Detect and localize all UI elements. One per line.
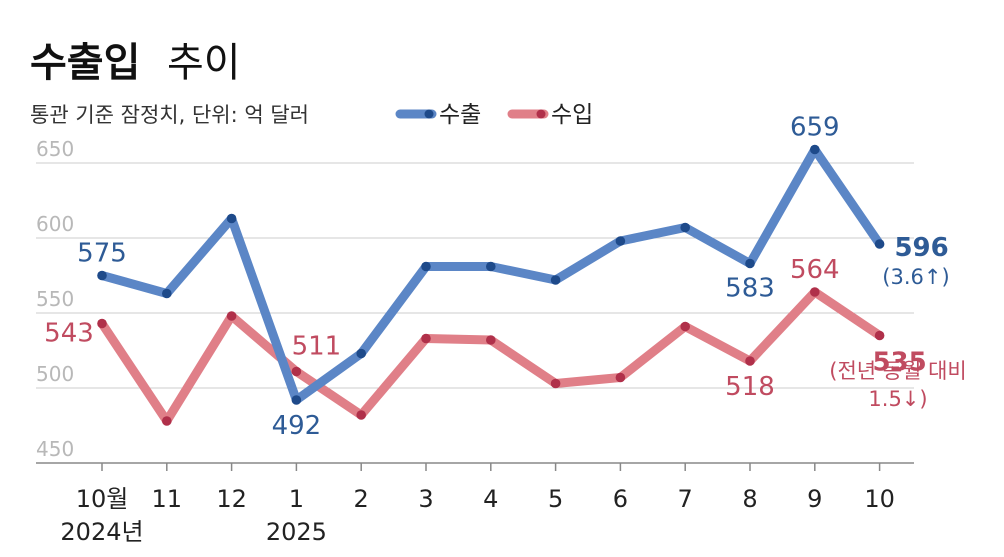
x-tick-sublabel-0: 2024년 <box>60 518 143 546</box>
point-imports-8 <box>615 372 626 383</box>
x-tick-label-6: 4 <box>483 485 498 513</box>
x-tick-label-12: 10 <box>864 485 895 513</box>
data-label-exports-12: 596 <box>894 233 948 263</box>
legend: 수출 수입 <box>395 102 593 128</box>
point-imports-5 <box>421 333 431 344</box>
y-tick-label-600: 600 <box>36 212 74 236</box>
point-exports-7 <box>550 275 561 285</box>
data-label-imports-0: 543 <box>44 319 94 349</box>
x-tick-label-5: 3 <box>418 485 433 513</box>
legend-exports-label: 수출 <box>439 102 481 128</box>
point-exports-11 <box>810 144 820 155</box>
chart-title-light: 추이 <box>167 40 241 86</box>
legend-imports-dot <box>536 109 546 119</box>
point-exports-3 <box>291 395 302 405</box>
x-tick-label-9: 7 <box>678 485 693 513</box>
import-change-annotation-line2: 1.5↓) <box>868 387 927 411</box>
point-imports-0 <box>97 318 107 329</box>
chart-title-bold: 수출입 <box>30 40 140 86</box>
x-tick-label-1: 11 <box>152 485 183 513</box>
point-exports-4 <box>356 348 367 359</box>
x-tick-label-2: 12 <box>216 485 247 513</box>
data-label-imports-3: 511 <box>292 332 342 362</box>
point-exports-1 <box>162 288 172 299</box>
point-imports-6 <box>486 335 496 345</box>
point-imports-4 <box>356 410 367 420</box>
point-exports-10 <box>745 258 755 269</box>
point-exports-6 <box>486 261 496 272</box>
point-imports-9 <box>680 321 690 332</box>
data-labels: 575 492 583 659 596 543 511 518 564 535 <box>44 113 949 442</box>
data-label-exports-3: 492 <box>272 411 322 441</box>
point-exports-2 <box>226 213 237 224</box>
chart-subtitle: 통관 기준 잠정치, 단위: 억 달러 <box>30 103 309 127</box>
point-imports-2 <box>226 311 237 321</box>
x-tick-label-11: 9 <box>807 485 822 513</box>
y-tick-label-450: 450 <box>36 437 74 461</box>
series-layer <box>97 144 885 426</box>
data-label-imports-10: 518 <box>725 372 775 402</box>
x-tick-label-3: 1 <box>289 485 304 513</box>
grid: 450 500 550 600 650 <box>36 137 914 464</box>
x-axis: 10월 2024년 11 12 1 2025 2 3 4 5 6 7 8 9 10 <box>60 463 895 546</box>
legend-exports-dot <box>424 109 434 119</box>
x-tick-label-8: 6 <box>613 485 628 513</box>
point-exports-8 <box>615 236 626 246</box>
x-tick-label-4: 2 <box>354 485 369 513</box>
x-tick-label-7: 5 <box>548 485 563 513</box>
point-imports-7 <box>550 378 561 389</box>
data-label-exports-11: 659 <box>790 113 840 143</box>
point-imports-10 <box>745 356 755 366</box>
point-imports-1 <box>162 416 172 426</box>
data-label-exports-10: 583 <box>725 274 775 304</box>
point-imports-3 <box>291 366 302 377</box>
point-exports-5 <box>421 261 431 272</box>
x-tick-sublabel-3: 2025 <box>266 518 327 546</box>
x-tick-label-0: 10월 <box>76 485 129 513</box>
x-tick-label-10: 8 <box>742 485 757 513</box>
point-exports-9 <box>680 222 690 233</box>
point-imports-12 <box>874 330 885 341</box>
data-label-imports-11: 564 <box>790 255 840 285</box>
y-tick-label-550: 550 <box>36 287 74 311</box>
legend-imports-label: 수입 <box>551 102 593 128</box>
y-tick-label-500: 500 <box>36 362 74 386</box>
y-tick-label-650: 650 <box>36 137 74 161</box>
data-label-exports-0: 575 <box>77 239 127 269</box>
data-label-imports-12: 535 <box>872 348 926 378</box>
point-exports-12 <box>874 239 885 249</box>
import-change-annotation-line1: (전년 동월 대비 <box>829 359 966 383</box>
export-change-annotation: (3.6↑) <box>882 265 949 289</box>
point-exports-0 <box>97 270 107 281</box>
point-imports-11 <box>810 287 820 297</box>
